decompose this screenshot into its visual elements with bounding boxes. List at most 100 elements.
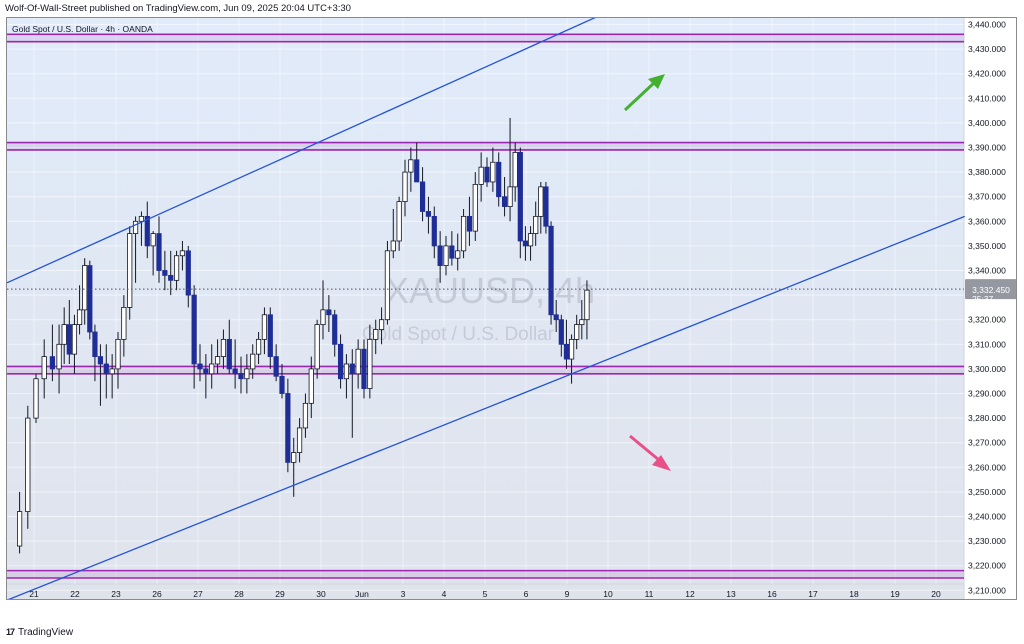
candle-body-bullish	[61, 324, 67, 345]
current-price-label: 3,332.450 25:37	[965, 279, 1016, 304]
candle-body-bullish	[127, 233, 133, 308]
candle	[314, 319, 320, 379]
candle	[326, 295, 332, 332]
candle-body-bullish	[244, 368, 250, 380]
candle	[343, 354, 350, 399]
candle-body-bullish	[109, 368, 115, 375]
candlestick-chart[interactable]: XAUUSD, 4h Gold Spot / U.S. Dollar 3,210…	[7, 18, 1017, 600]
candle-body-bearish	[496, 161, 502, 198]
candle-body-bullish	[396, 201, 402, 242]
y-tick-label: 3,400.000	[968, 118, 1006, 128]
candle	[512, 142, 518, 202]
candle	[56, 324, 62, 394]
candle	[273, 344, 279, 382]
channel-lines[interactable]	[7, 18, 965, 600]
zone-fill	[7, 366, 964, 374]
candle	[92, 324, 98, 382]
candle-body-bullish	[568, 338, 575, 360]
candle	[226, 319, 232, 374]
candle-body-bearish	[197, 363, 203, 370]
candle	[402, 159, 408, 217]
candle-body-bearish	[548, 225, 554, 316]
y-tick-label: 3,360.000	[968, 216, 1006, 226]
candle	[209, 344, 215, 389]
candle-body-bullish	[373, 329, 379, 340]
candle-body-bullish	[76, 309, 83, 326]
candle-body-bearish	[558, 319, 564, 345]
candle-body-bearish	[87, 265, 93, 333]
candle	[214, 339, 221, 374]
candle	[285, 378, 291, 473]
candle	[238, 356, 244, 394]
y-tick-label: 3,210.000	[968, 585, 1006, 595]
candle-body-bullish	[250, 353, 256, 370]
candle	[543, 181, 549, 234]
candle	[355, 339, 361, 389]
candle-body-bearish	[226, 338, 232, 370]
candle	[61, 307, 67, 364]
candle-body-bullish	[179, 250, 186, 257]
candle-body-bullish	[121, 306, 127, 340]
candle-body-bullish	[115, 338, 121, 370]
bar-countdown: 25:37	[972, 294, 994, 304]
candle-body-bearish	[267, 314, 273, 357]
candle	[302, 393, 309, 438]
arrow-down-annotation[interactable]	[629, 434, 671, 471]
candle-body-bullish	[138, 215, 145, 222]
candle-body-bullish	[390, 240, 396, 252]
candle-body-bullish	[150, 233, 156, 247]
channel-lower-line[interactable]	[7, 215, 965, 600]
candle-body-bullish	[443, 245, 449, 266]
candle-body-bearish	[361, 348, 367, 389]
y-tick-label: 3,310.000	[968, 339, 1006, 349]
y-tick-label: 3,320.000	[968, 315, 1006, 325]
candle	[337, 334, 344, 389]
candle	[191, 285, 197, 389]
candle-body-bullish	[16, 511, 23, 547]
candle	[291, 437, 297, 497]
candle-body-bullish	[214, 356, 221, 365]
candle	[185, 245, 191, 308]
candle-body-bearish	[349, 363, 355, 375]
horizontal-zones[interactable]	[7, 33, 964, 579]
x-tick-label: 9	[565, 589, 570, 599]
candle-body-bullish	[291, 452, 297, 463]
candle	[220, 329, 227, 369]
candle	[449, 231, 455, 266]
candle	[173, 250, 180, 291]
candle	[437, 231, 443, 283]
candle-body-bullish	[355, 348, 361, 375]
candle-body-bearish	[431, 215, 437, 247]
candle	[460, 209, 467, 259]
candle-body-bullish	[507, 186, 513, 207]
y-tick-label: 3,240.000	[968, 512, 1006, 522]
candle	[197, 344, 203, 382]
candle-body-bearish	[279, 375, 285, 394]
candle-body-bullish	[343, 363, 350, 380]
chart-panel[interactable]: XAUUSD, 4h Gold Spot / U.S. Dollar 3,210…	[6, 17, 1017, 600]
candle	[408, 147, 414, 192]
footer: 17 TradingView	[6, 625, 73, 639]
y-tick-label: 3,270.000	[968, 438, 1006, 448]
y-tick-label: 3,410.000	[968, 93, 1006, 103]
y-tick-label: 3,280.000	[968, 413, 1006, 423]
x-tick-label: 16	[767, 589, 777, 599]
candle	[390, 209, 396, 259]
candle-body-bullish	[579, 319, 585, 326]
candle	[87, 260, 93, 340]
arrow-up-annotation[interactable]	[623, 74, 665, 112]
y-tick-label: 3,430.000	[968, 44, 1006, 54]
candle	[443, 236, 449, 276]
y-tick-label: 3,390.000	[968, 143, 1006, 153]
candle	[255, 332, 262, 364]
candle-body-bullish	[302, 402, 309, 429]
candle	[168, 250, 174, 296]
candle	[109, 354, 115, 399]
candle	[25, 405, 31, 529]
channel-upper-line[interactable]	[7, 18, 776, 284]
y-tick-label: 3,440.000	[968, 20, 1006, 30]
time-axis[interactable]: 21 22 23 26 27 28 29 30 Jun 3 4 5 6 9 10 11 12 13 16 17 18 19…	[29, 589, 941, 599]
arrow-up-icon	[648, 74, 665, 89]
candle-body-bearish	[232, 368, 238, 375]
candle	[484, 157, 490, 187]
